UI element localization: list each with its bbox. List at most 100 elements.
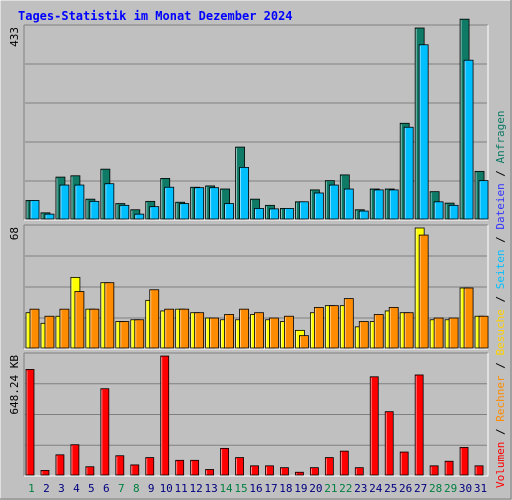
bar-rechner-day-21 [328, 305, 339, 349]
bar-rechner-day-11 [179, 308, 190, 349]
x-tick-label: 29 [444, 482, 457, 495]
panel-visits: 68 [8, 224, 489, 350]
x-axis-labels: 1 2 3 4 5 6 7 8 9 10 11 12 13 14 15 16 17 18 19 20 21 22 23 24 2… [28, 482, 487, 495]
bar-volumen-day-21 [324, 457, 334, 476]
bar-dateien-day-18 [284, 208, 294, 220]
bar-dateien-day-27 [418, 44, 429, 220]
bar-volumen-day-10 [160, 355, 170, 476]
x-tick-label: 27 [414, 482, 427, 495]
x-tick-label: 8 [133, 482, 140, 495]
legend-item-volumen: Volumen [494, 442, 507, 488]
bar-volumen-day-19 [295, 471, 304, 476]
bar-dateien-day-29 [448, 204, 459, 220]
bar-volumen-day-9 [145, 457, 155, 476]
panel-requests: 433 [8, 18, 489, 221]
x-tick-label: 31 [474, 482, 487, 495]
bar-rechner-day-29 [448, 317, 459, 349]
bar-dateien-day-28 [433, 201, 444, 220]
bar-rechner-day-18 [284, 315, 294, 349]
x-tick-label: 11 [175, 482, 188, 495]
bar-dateien-day-20 [313, 192, 324, 220]
bar-volumen-day-7 [115, 455, 125, 476]
bar-rechner-day-12 [194, 312, 205, 349]
bar-rechner-day-3 [59, 308, 70, 349]
bar-volumen-day-14 [220, 447, 229, 476]
bar-volumen-day-18 [280, 467, 289, 476]
x-tick-label: 22 [339, 482, 352, 495]
bar-volumen-day-2 [40, 470, 50, 476]
bar-rechner-day-30 [463, 287, 474, 349]
x-tick-label: 2 [43, 482, 50, 495]
x-tick-label: 3 [58, 482, 65, 495]
bar-volumen-day-17 [265, 465, 274, 476]
y-max-label-visits: 68 [8, 227, 21, 240]
bar-volumen-day-13 [205, 469, 215, 476]
bar-volumen-day-3 [55, 454, 65, 476]
bar-rechner-day-10 [164, 308, 175, 349]
bar-volumen-day-30 [459, 447, 469, 476]
x-tick-label: 15 [234, 482, 247, 495]
bar-dateien-day-26 [403, 126, 414, 220]
bar-rechner-day-13 [209, 317, 220, 349]
bar-volumen-day-15 [235, 457, 244, 476]
bar-rechner-day-7 [119, 321, 130, 349]
bar-dateien-day-3 [59, 184, 70, 220]
bar-dateien-day-22 [343, 188, 354, 220]
bar-rechner-day-26 [403, 312, 414, 349]
bar-rechner-day-22 [343, 298, 354, 349]
x-tick-label: 12 [190, 482, 203, 495]
x-tick-label: 5 [88, 482, 95, 495]
bar-volumen-day-11 [175, 459, 185, 476]
bar-dateien-day-7 [119, 204, 130, 220]
x-tick-label: 16 [249, 482, 262, 495]
bar-rechner-day-15 [239, 308, 249, 349]
bar-volumen-day-23 [354, 467, 364, 476]
bar-volumen-day-1 [25, 369, 35, 476]
bar-rechner-day-1 [29, 308, 40, 349]
x-tick-label: 1 [28, 482, 35, 495]
x-tick-label: 19 [294, 482, 307, 495]
bar-dateien-day-9 [149, 206, 160, 220]
bar-dateien-day-15 [239, 166, 249, 220]
bar-dateien-day-2 [44, 213, 55, 220]
bar-dateien-day-30 [463, 59, 474, 220]
bar-dateien-day-16 [254, 208, 264, 220]
panel-volume: 648.24 KB [8, 352, 489, 477]
bar-rechner-day-23 [358, 321, 369, 349]
x-tick-label: 25 [384, 482, 397, 495]
bar-rechner-day-31 [478, 315, 489, 349]
bar-rechner-day-28 [433, 317, 444, 349]
bar-volumen-day-8 [130, 464, 140, 476]
bar-rechner-day-19 [299, 335, 309, 349]
x-tick-label: 9 [148, 482, 155, 495]
bar-volumen-day-24 [369, 376, 379, 476]
bar-rechner-day-25 [388, 307, 399, 349]
bar-volumen-day-28 [429, 465, 439, 476]
bar-dateien-day-10 [164, 186, 175, 220]
bar-volumen-day-5 [85, 466, 95, 476]
bar-rechner-day-24 [373, 314, 384, 349]
bar-volumen-day-16 [250, 465, 259, 476]
x-tick-label: 6 [103, 482, 110, 495]
x-tick-label: 4 [73, 482, 80, 495]
x-tick-label: 17 [264, 482, 277, 495]
bar-rechner-day-4 [74, 291, 85, 349]
x-tick-label: 23 [354, 482, 367, 495]
legend-separator: / [494, 230, 507, 250]
bar-dateien-day-25 [388, 189, 399, 220]
bar-dateien-day-31 [478, 180, 489, 220]
bar-volumen-day-20 [309, 467, 319, 476]
bar-volumen-day-31 [474, 465, 484, 476]
legend-separator: / [494, 289, 507, 309]
legend-item-anfragen: Anfragen [494, 110, 507, 163]
bar-rechner-day-27 [418, 234, 429, 349]
bar-rechner-day-16 [254, 312, 264, 349]
bar-volumen-day-22 [339, 450, 349, 476]
x-tick-label: 30 [459, 482, 472, 495]
legend-item-besuche: Besuche [494, 309, 507, 355]
legend: Volumen / Rechner / Besuche / Seiten / D… [494, 110, 507, 488]
legend-separator: / [494, 356, 507, 376]
bar-dateien-day-23 [358, 210, 369, 220]
bar-dateien-day-8 [134, 213, 145, 220]
